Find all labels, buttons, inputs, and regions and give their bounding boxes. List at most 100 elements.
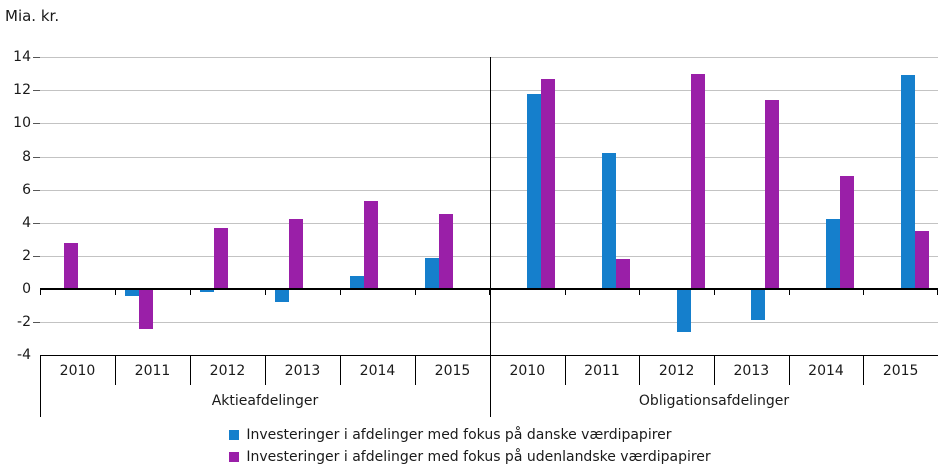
bar-danske-aktieafdelinger-2011 [125,289,139,296]
bar-udenlandske-aktieafdelinger-2014 [364,201,378,289]
y-axis-tick [33,90,40,91]
gridline [40,256,938,257]
bar-danske-obligationsafdelinger-2012 [677,289,691,332]
y-axis-label: 14 [13,49,31,65]
x-axis-tick [265,290,266,295]
year-label: 2010 [509,363,546,379]
year-separator [789,355,790,385]
gridline [40,57,938,58]
y-axis-tick [33,322,40,323]
x-axis-tick [115,290,116,295]
bar-udenlandske-obligationsafdelinger-2011 [616,259,630,289]
legend-item-danske: Investeringer i afdelinger med fokus på … [229,424,710,446]
bar-danske-obligationsafdelinger-2015 [901,75,915,289]
y-axis-label: 6 [22,182,31,198]
bar-danske-obligationsafdelinger-2014 [826,219,840,289]
x-axis-tick [565,290,566,295]
year-label: 2010 [59,363,96,379]
bar-danske-aktieafdelinger-2015 [425,258,439,289]
y-axis-label: 4 [22,215,31,231]
year-label: 2011 [584,363,620,379]
y-axis-tick [33,123,40,124]
bar-udenlandske-aktieafdelinger-2012 [214,228,228,289]
year-separator [415,355,416,385]
x-axis-tick [789,290,790,295]
gridline [40,123,938,124]
gridline [40,157,938,158]
year-separator [115,355,116,385]
x-axis-tick [639,290,640,295]
x-axis-tick [714,290,715,295]
x-axis-tick [340,290,341,295]
group-divider-line [490,57,491,417]
y-axis-tick [33,157,40,158]
legend-swatch-danske-icon [229,430,240,440]
gridline [40,223,938,224]
y-axis-unit-label: Mia. kr. [5,7,60,25]
x-axis-tick [415,290,416,295]
gridline [40,90,938,91]
y-axis-tick [33,223,40,224]
x-axis-tick [490,290,491,295]
year-label: 2013 [284,363,321,379]
year-separator [565,355,566,385]
year-label: 2012 [658,363,695,379]
year-separator [639,355,640,385]
bar-danske-obligationsafdelinger-2013 [751,289,765,320]
x-axis-base-line [40,355,938,356]
year-label: 2015 [882,363,919,379]
year-label: 2014 [359,363,396,379]
x-axis-tick [863,290,864,295]
bar-udenlandske-obligationsafdelinger-2010 [541,79,555,289]
y-axis-label: -4 [17,347,31,363]
bar-udenlandske-aktieafdelinger-2015 [439,214,453,289]
y-axis-label: 2 [22,248,31,264]
y-axis-label: 8 [22,149,31,165]
legend-item-udenlandske: Investeringer i afdelinger med fokus på … [229,446,711,468]
bar-udenlandske-obligationsafdelinger-2013 [765,100,779,289]
gridline [40,190,938,191]
year-separator [190,355,191,385]
y-axis-tick [33,57,40,58]
year-label: 2011 [134,363,171,379]
year-label: 2014 [808,363,844,379]
x-axis-tick [937,290,938,295]
gridline [40,322,938,323]
axis-frame-left [40,355,41,417]
bar-udenlandske-obligationsafdelinger-2014 [840,176,854,289]
year-separator [340,355,341,385]
bar-danske-aktieafdelinger-2012 [200,289,214,292]
x-axis-tick [489,290,490,295]
year-label: 2013 [733,363,770,379]
y-axis-tick [33,190,40,191]
legend-label-udenlandske: Investeringer i afdelinger med fokus på … [246,449,711,465]
year-separator [863,355,864,385]
x-axis-zero-line [40,288,938,290]
bar-udenlandske-obligationsafdelinger-2012 [691,74,705,289]
legend-swatch-udenlandske-icon [229,452,240,462]
bar-danske-obligationsafdelinger-2010 [527,94,541,289]
year-label: 2012 [209,363,246,379]
group-label: Aktieafdelinger [211,393,319,409]
group-label: Obligationsafdelinger [638,393,790,409]
y-axis-label: 10 [13,115,31,131]
bar-danske-aktieafdelinger-2013 [275,289,289,302]
x-axis-tick [40,290,41,295]
bar-udenlandske-aktieafdelinger-2010 [64,243,78,289]
year-separator [265,355,266,385]
y-axis-tick [33,256,40,257]
legend-inner: Investeringer i afdelinger med fokus på … [229,424,711,468]
bar-udenlandske-aktieafdelinger-2013 [289,219,303,289]
legend: Investeringer i afdelinger med fokus på … [0,424,940,468]
bar-danske-aktieafdelinger-2014 [350,276,364,289]
bar-danske-obligationsafdelinger-2011 [602,153,616,289]
year-separator [714,355,715,385]
y-axis-label: 0 [22,281,31,297]
bar-udenlandske-obligationsafdelinger-2015 [915,231,929,289]
x-axis-tick [190,290,191,295]
legend-label-danske: Investeringer i afdelinger med fokus på … [246,427,672,443]
y-axis-label: -2 [17,314,31,330]
year-label: 2015 [434,363,471,379]
